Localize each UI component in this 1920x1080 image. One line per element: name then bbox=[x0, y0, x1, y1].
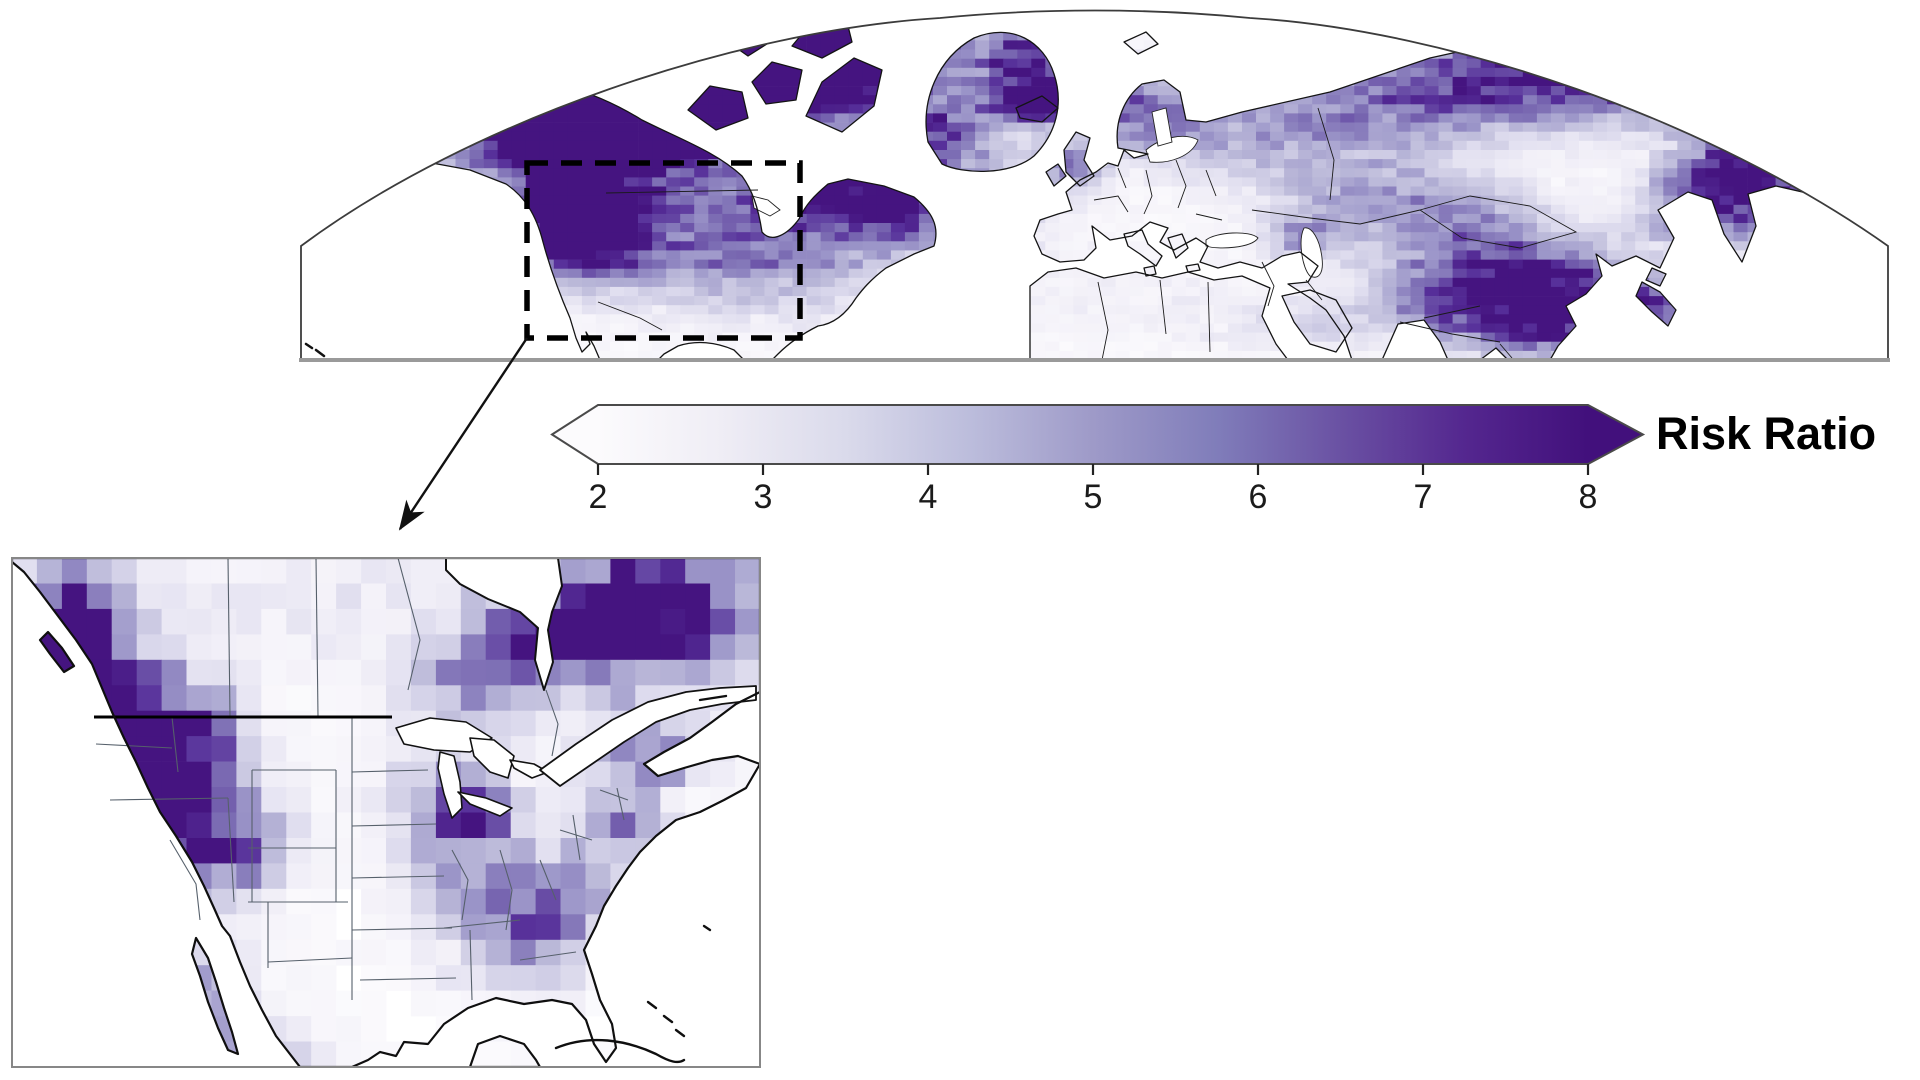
inset-link-arrow bbox=[398, 337, 528, 531]
colorbar-tick-label: 3 bbox=[754, 478, 773, 516]
inset-islands bbox=[554, 694, 728, 1064]
hemisphere-outline bbox=[300, 9, 1889, 361]
interior-seas bbox=[751, 107, 1323, 278]
colorbar-ticks: 2 3 4 5 6 7 8 bbox=[589, 464, 1598, 516]
colorbar-tick-label: 4 bbox=[919, 478, 938, 516]
colorbar-gradient-bar bbox=[550, 404, 1646, 465]
hemisphere-country-borders bbox=[597, 107, 1578, 360]
colorbar-tick-label: 6 bbox=[1249, 478, 1268, 516]
colorbar-tick-label: 8 bbox=[1579, 478, 1598, 516]
colorbar-title: Risk Ratio bbox=[1656, 408, 1876, 459]
inset-lakes-and-bays bbox=[395, 558, 757, 819]
colorbar-tick-label: 7 bbox=[1414, 478, 1433, 516]
hemisphere-heatmap-cells bbox=[362, 18, 1862, 360]
colorbar: 2 3 4 5 6 7 8 Risk Ratio bbox=[550, 404, 1876, 516]
small-islands bbox=[304, 342, 326, 358]
colorbar-tick-label: 2 bbox=[589, 478, 608, 516]
zoom-region-dashed-box bbox=[524, 160, 803, 341]
inset-state-borders bbox=[95, 558, 629, 1001]
hemisphere-map bbox=[299, 9, 1890, 362]
inset-map bbox=[11, 557, 761, 1068]
inset-coastlines bbox=[12, 558, 760, 1067]
colorbar-tick-label: 5 bbox=[1084, 478, 1103, 516]
inset-frame bbox=[11, 557, 761, 1068]
